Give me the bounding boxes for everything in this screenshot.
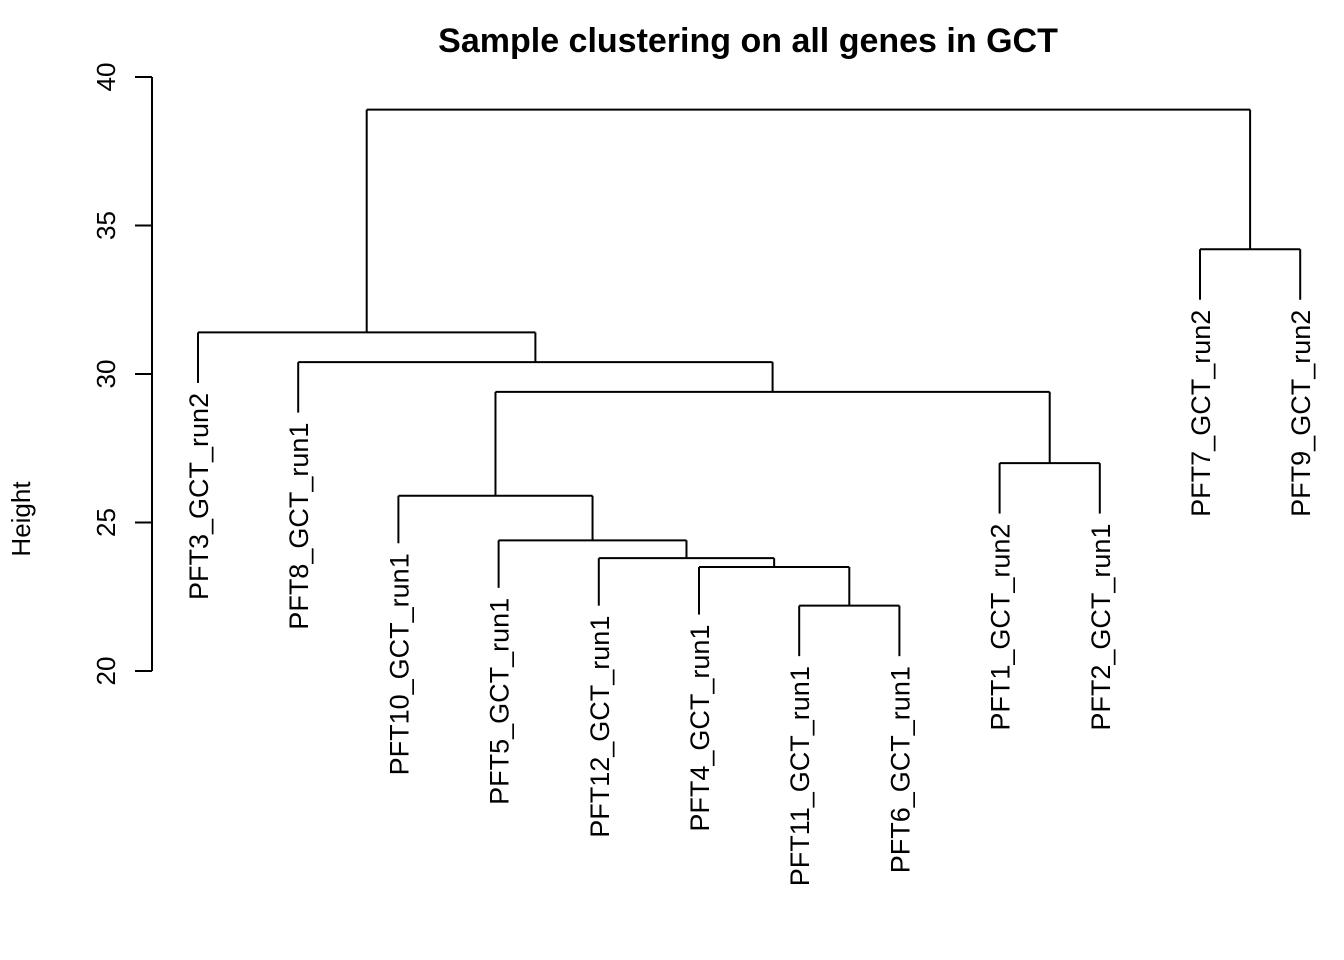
leaf-label: PFT7_GCT_run2: [1186, 310, 1216, 517]
y-tick-label: 20: [91, 657, 121, 686]
leaf-label: PFT3_GCT_run2: [184, 393, 214, 600]
leaf-label: PFT1_GCT_run2: [986, 524, 1016, 731]
leaf-label: PFT11_GCT_run1: [785, 666, 815, 886]
y-tick-label: 25: [91, 508, 121, 537]
y-axis: 20 25 30 35 40: [91, 63, 153, 686]
leaf-labels: PFT3_GCT_run2 PFT8_GCT_run1 PFT10_GCT_run1…: [184, 310, 1316, 886]
dendrogram-branches: [197, 108, 1302, 657]
leaf-label: PFT12_GCT_run1: [585, 616, 615, 838]
leaf-label: PFT5_GCT_run1: [485, 598, 515, 805]
leaf-label: PFT10_GCT_run1: [384, 553, 414, 775]
leaf-label: PFT4_GCT_run1: [685, 625, 715, 832]
y-tick-label: 40: [91, 63, 121, 92]
leaf-label: PFT9_GCT_run2: [1286, 310, 1316, 517]
y-tick-label: 35: [91, 211, 121, 240]
chart-title: Sample clustering on all genes in GCT: [438, 22, 1058, 60]
leaf-label: PFT2_GCT_run1: [1086, 524, 1116, 731]
y-axis-title: Height: [6, 481, 36, 557]
y-tick-label: 30: [91, 360, 121, 389]
leaf-label: PFT8_GCT_run1: [284, 423, 314, 630]
leaf-label: PFT6_GCT_run1: [885, 666, 915, 873]
